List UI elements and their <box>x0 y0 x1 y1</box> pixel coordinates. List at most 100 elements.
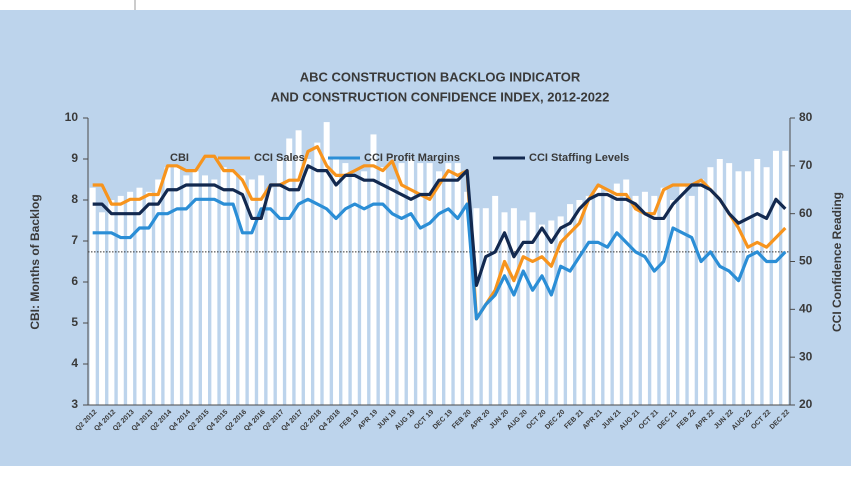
legend-label: CCI Staffing Levels <box>529 152 629 164</box>
bar <box>782 150 789 405</box>
legend-label: CCI Sales <box>254 152 305 164</box>
bar <box>155 179 162 405</box>
chart-title: AND CONSTRUCTION CONFIDENCE INDEX, 2012-… <box>271 89 610 104</box>
y-tick-label: 9 <box>71 151 78 165</box>
bar <box>295 130 302 406</box>
bar <box>220 167 227 405</box>
y-tick-label: 3 <box>71 397 78 411</box>
bar <box>211 179 218 405</box>
y2-axis-label: CCI Confidence Reading <box>830 192 844 332</box>
bar <box>763 167 770 405</box>
bar <box>379 167 386 405</box>
bar <box>192 171 199 405</box>
legend-label: CBI <box>170 152 189 164</box>
bar <box>576 200 583 405</box>
bar <box>436 171 442 405</box>
bar <box>248 179 255 405</box>
bar <box>726 163 733 405</box>
bar <box>164 167 171 405</box>
bar <box>173 167 180 405</box>
y-tick-label: 10 <box>65 110 79 124</box>
y-tick-label: 8 <box>71 192 78 206</box>
bar <box>258 175 265 405</box>
bar <box>548 220 555 405</box>
bar <box>333 159 340 405</box>
bar <box>445 163 452 405</box>
bar <box>108 200 115 405</box>
bar <box>772 150 779 405</box>
bar <box>688 195 695 405</box>
bar <box>304 159 311 405</box>
line-series <box>92 197 787 321</box>
bar <box>370 134 377 405</box>
bar <box>323 122 330 405</box>
y2-tick-label: 30 <box>799 349 813 363</box>
bar <box>407 159 414 405</box>
y2-tick-label: 40 <box>799 302 813 316</box>
bar <box>361 171 368 405</box>
line-series <box>92 145 787 321</box>
legend-label: CCI Profit Margins <box>364 152 460 164</box>
bar <box>314 142 321 405</box>
bar <box>585 195 592 405</box>
bar <box>744 171 751 405</box>
bar <box>89 187 96 405</box>
bar <box>520 220 527 405</box>
y-tick-label: 7 <box>71 233 78 247</box>
y2-tick-label: 50 <box>799 254 813 268</box>
bar <box>754 159 761 405</box>
bar <box>604 191 611 405</box>
bar <box>698 179 705 405</box>
bar <box>735 171 742 405</box>
bar <box>342 163 349 405</box>
y-axis-label: CBI: Months of Backlog <box>28 194 42 329</box>
bar <box>426 163 433 405</box>
y2-tick-label: 70 <box>799 158 813 172</box>
bar <box>276 159 283 405</box>
bar <box>660 187 667 405</box>
bar <box>351 175 358 405</box>
bar <box>464 191 471 405</box>
bar <box>707 167 714 405</box>
bar <box>538 224 545 405</box>
line-series <box>92 164 787 288</box>
bar <box>529 212 536 405</box>
bar <box>595 187 602 405</box>
bar <box>623 179 630 405</box>
bar <box>632 195 639 405</box>
bar <box>679 183 686 405</box>
y-tick-label: 6 <box>71 274 78 288</box>
bar <box>454 163 461 405</box>
bar <box>183 175 190 405</box>
chart-title: ABC CONSTRUCTION BACKLOG INDICATOR <box>300 69 581 84</box>
bar <box>716 159 723 405</box>
bar <box>267 187 274 405</box>
bar <box>389 179 396 405</box>
bar <box>501 212 508 405</box>
bar <box>670 200 676 405</box>
bar <box>651 195 658 405</box>
bar <box>417 163 424 405</box>
bar <box>145 191 152 405</box>
bar <box>127 191 134 405</box>
y2-tick-label: 60 <box>799 206 813 220</box>
y2-tick-label: 20 <box>799 397 813 411</box>
bar <box>286 138 293 405</box>
bar <box>239 175 246 405</box>
bar <box>567 204 574 405</box>
y-tick-label: 4 <box>71 356 78 370</box>
bar <box>613 183 620 405</box>
y2-tick-label: 80 <box>799 110 813 124</box>
bar <box>202 175 208 405</box>
bar <box>641 191 648 405</box>
y-tick-label: 5 <box>71 315 78 329</box>
bar <box>99 212 106 405</box>
bar <box>230 171 237 405</box>
bar <box>398 163 405 405</box>
bar <box>117 195 124 405</box>
bar <box>510 208 517 405</box>
bar <box>557 216 564 405</box>
bar <box>136 187 143 405</box>
bar <box>492 195 499 405</box>
